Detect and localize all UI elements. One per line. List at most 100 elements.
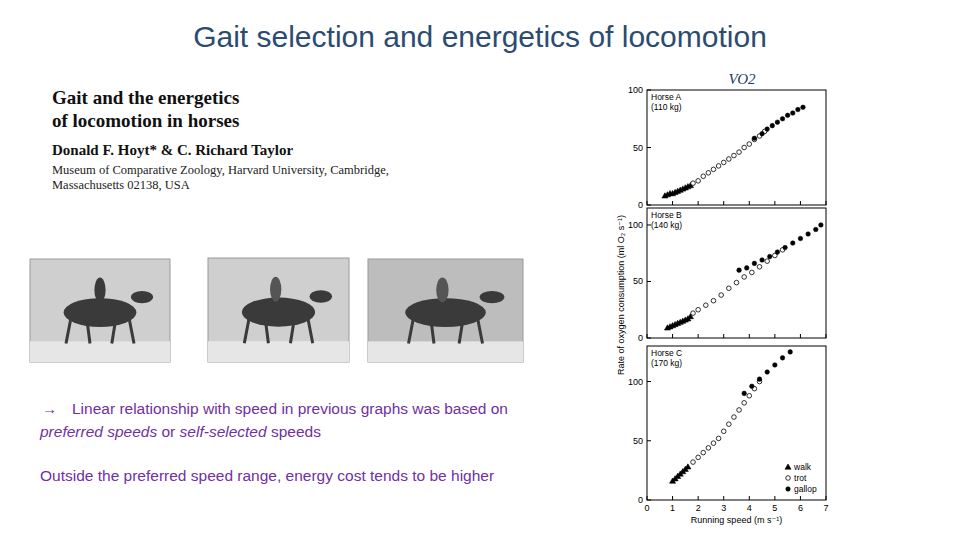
point — [742, 401, 747, 406]
panel-subtitle: (140 kg) — [651, 220, 682, 230]
y-tick — [647, 147, 651, 148]
paper-title: Gait and the energetics — [52, 87, 239, 108]
point — [773, 363, 778, 368]
x-tick — [774, 334, 775, 338]
y-tick — [647, 281, 651, 282]
point — [685, 464, 691, 469]
x-tick — [749, 334, 750, 338]
photo-horse — [244, 312, 312, 343]
x-tick — [647, 334, 648, 338]
photo — [30, 259, 170, 362]
panel-title: Horse A — [651, 92, 682, 102]
point — [732, 153, 737, 158]
point — [765, 259, 770, 264]
point — [813, 227, 818, 232]
x-tick — [749, 496, 750, 500]
paper-affiliation: Museum of Comparative Zoology, Harvard U… — [52, 163, 389, 177]
point — [788, 350, 793, 355]
x-tick — [826, 496, 827, 500]
point — [706, 446, 711, 451]
photo-rider — [436, 278, 448, 303]
legend: walktrotgallop — [785, 462, 817, 494]
point — [696, 307, 701, 312]
point — [785, 113, 790, 118]
x-tick — [723, 496, 724, 500]
photo — [368, 259, 523, 362]
y-tick-label: 50 — [633, 436, 643, 446]
x-tick — [672, 334, 673, 338]
bullet-run: Linear relationship with speed in previo… — [72, 400, 508, 417]
photo-ground — [208, 341, 349, 362]
point — [691, 181, 696, 186]
point — [691, 311, 696, 316]
legend-marker — [786, 476, 791, 481]
point — [744, 266, 749, 271]
x-tick-label: 0 — [644, 503, 649, 513]
bullet-run: or — [157, 423, 179, 440]
point — [737, 408, 742, 413]
bullet-line: preferred speeds or self-selected speeds — [39, 423, 321, 440]
x-tick-label: 2 — [696, 503, 701, 513]
point — [737, 150, 742, 155]
x-tick — [774, 201, 775, 205]
marks — [664, 223, 823, 330]
y-tick-label: 100 — [628, 377, 643, 387]
photo — [208, 258, 349, 362]
point — [752, 136, 757, 141]
x-tick — [826, 201, 827, 205]
point — [742, 391, 747, 396]
panel-title: Horse B — [651, 210, 682, 220]
y-tick-label: 50 — [633, 276, 643, 286]
y-tick-label: 50 — [633, 143, 643, 153]
x-tick — [672, 496, 673, 500]
x-tick — [647, 201, 648, 205]
photo-horse — [480, 291, 505, 303]
point — [721, 160, 726, 165]
point — [696, 179, 701, 184]
legend-marker — [786, 487, 791, 492]
photo-horse — [405, 298, 486, 327]
point — [765, 370, 770, 375]
x-tick — [749, 201, 750, 205]
legend-label: walk — [793, 462, 812, 472]
x-tick — [723, 201, 724, 205]
marks — [662, 105, 805, 198]
paper-affiliation: Massachusetts 02138, USA — [52, 178, 190, 192]
point — [737, 268, 742, 273]
x-tick — [672, 201, 673, 205]
bullet-line: Linear relationship with speed in previo… — [72, 400, 508, 417]
y-tick — [647, 440, 651, 441]
point — [775, 120, 780, 125]
point — [742, 275, 747, 280]
photo-ground — [368, 341, 523, 362]
y-axis-title: Rate of oxygen consumption (ml O₂ s⁻¹) — [616, 215, 626, 375]
point — [765, 127, 770, 132]
photo-frame — [368, 259, 523, 362]
y-tick-label: 100 — [628, 85, 643, 95]
legend-marker — [785, 464, 791, 469]
x-tick — [698, 496, 699, 500]
point — [706, 171, 711, 176]
panel-title: Horse C — [651, 348, 682, 358]
x-tick — [774, 496, 775, 500]
point — [721, 429, 726, 434]
point — [806, 232, 811, 237]
point — [742, 145, 747, 150]
point — [732, 415, 737, 420]
point — [780, 116, 785, 121]
y-tick-label: 0 — [638, 200, 643, 210]
y-tick — [647, 205, 651, 206]
bullet-symbol: → — [42, 400, 57, 417]
paper-authors: Donald F. Hoyt* & C. Richard Taylor — [52, 142, 293, 158]
y-tick — [647, 500, 651, 501]
panel: 05010001234567Horse C(170 kg)Running spe… — [628, 346, 829, 525]
y-tick — [647, 90, 651, 91]
x-tick — [723, 334, 724, 338]
x-tick-label: 4 — [747, 503, 752, 513]
photo-frame — [208, 258, 349, 362]
x-tick — [800, 496, 801, 500]
point — [750, 384, 755, 389]
photo-horse — [64, 298, 137, 327]
point — [757, 264, 762, 269]
point — [704, 303, 709, 308]
